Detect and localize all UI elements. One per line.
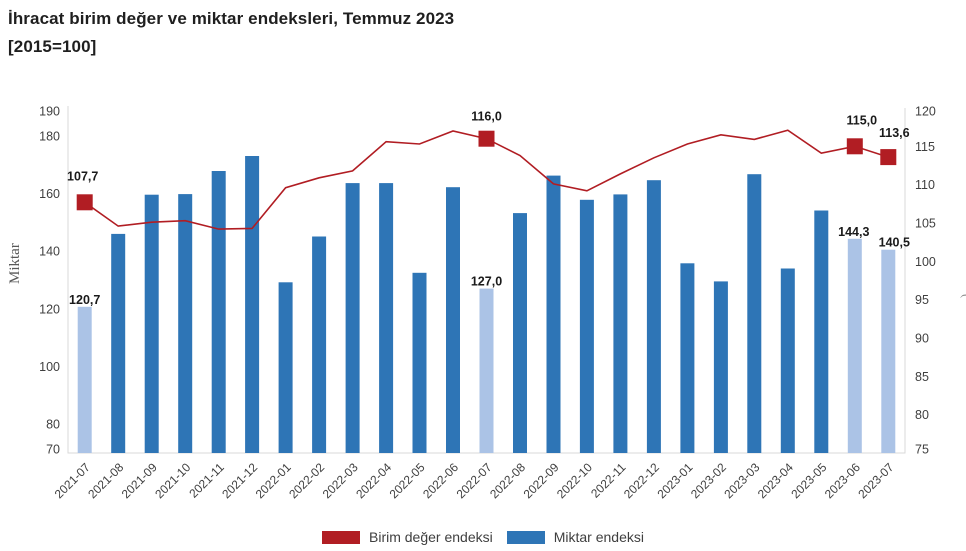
bar-2022-02 (312, 236, 327, 453)
chart-subtitle: [2015=100] (8, 37, 97, 56)
left-axis-tick-140: 140 (39, 245, 60, 259)
x-axis-label-2022-11: 2022-11 (588, 460, 629, 501)
x-axis-label-2021-12: 2021-12 (219, 460, 260, 501)
data-label-bar-2023-06: 144,3 (838, 225, 869, 239)
bar-2021-08 (111, 233, 126, 453)
left-axis-tick-190: 190 (39, 105, 60, 119)
right-axis-tick-95: 95 (915, 293, 929, 307)
x-axis-label-2023-07: 2023-07 (855, 460, 896, 501)
line-marker-2023-06 (846, 138, 863, 155)
right-axis-tick-120: 120 (915, 105, 936, 119)
x-axis-label-2023-01: 2023-01 (654, 460, 695, 501)
x-axis-label-2023-02: 2023-02 (688, 460, 729, 501)
bar-2022-04 (379, 183, 394, 453)
x-axis-label-2022-10: 2022-10 (554, 460, 595, 501)
legend-label-birim-deger-endeksi: Birim değer endeksi (369, 529, 493, 545)
left-axis-tick-100: 100 (39, 360, 60, 374)
line-marker-2021-07 (76, 194, 93, 211)
x-axis-label-2021-07: 2021-07 (52, 460, 93, 501)
line-marker-2022-07 (478, 130, 495, 147)
left-axis-tick-180: 180 (39, 129, 60, 143)
data-label-line-2023-06: 115,0 (847, 113, 878, 127)
bar-2023-02 (713, 281, 728, 453)
bar-2021-10 (178, 194, 193, 453)
bar-2021-07 (77, 306, 92, 453)
bar-2023-04 (780, 268, 795, 453)
line-marker-2023-07 (880, 149, 897, 166)
left-axis-tick-160: 160 (39, 187, 60, 201)
right-axis-title-clipped-glyph: ( (959, 294, 966, 298)
right-axis-tick-85: 85 (915, 370, 929, 384)
x-axis-label-2022-04: 2022-04 (353, 460, 394, 501)
chart-title-line1: İhracat birim değer ve miktar endeksleri… (8, 9, 455, 28)
right-axis-tick-80: 80 (915, 408, 929, 422)
x-axis-label-2022-09: 2022-09 (521, 460, 562, 501)
bar-2022-08 (513, 213, 527, 453)
data-label-line-2021-07: 107,7 (67, 169, 98, 183)
right-axis-tick-110: 110 (915, 178, 935, 192)
right-axis-tick-115: 115 (915, 140, 935, 154)
x-axis-label-2022-01: 2022-01 (253, 460, 294, 501)
data-label-bar-2021-07: 120,7 (69, 293, 100, 307)
left-axis-tick-80: 80 (46, 418, 60, 432)
bar-2022-06 (446, 187, 460, 453)
bar-2022-11 (613, 194, 628, 453)
x-axis-label-2021-09: 2021-09 (119, 460, 160, 501)
x-axis-label-2022-07: 2022-07 (454, 460, 495, 501)
bar-2022-09 (546, 175, 561, 453)
bar-2021-11 (211, 171, 226, 453)
bar-2022-01 (278, 282, 293, 453)
left-axis-tick-120: 120 (39, 302, 60, 316)
bar-2022-03 (345, 183, 360, 453)
bar-2021-09 (144, 194, 159, 453)
x-axis-label-2023-03: 2023-03 (721, 460, 762, 501)
x-axis-label-2022-12: 2022-12 (621, 460, 662, 501)
bar-2022-05 (412, 272, 427, 453)
data-label-line-2023-07: 113,6 (879, 126, 910, 140)
x-axis-label-2023-05: 2023-05 (788, 460, 829, 501)
legend: Birim değer endeksi Miktar endeksi (0, 529, 966, 545)
legend-item-miktar: Miktar endeksi (506, 529, 644, 545)
bar-2023-03 (747, 174, 762, 453)
data-label-bar-2023-07: 140,5 (879, 236, 910, 250)
bar-2022-12 (646, 180, 661, 453)
x-axis-label-2022-02: 2022-02 (286, 460, 327, 501)
x-axis-label-2022-03: 2022-03 (320, 460, 361, 501)
x-axis-label-2021-08: 2021-08 (85, 460, 126, 501)
chart-title: İhracat birim değer ve miktar endeksleri… (8, 5, 454, 61)
data-label-line-2022-07: 116,0 (471, 110, 502, 124)
right-axis-tick-105: 105 (915, 217, 936, 231)
x-axis-label-2022-06: 2022-06 (420, 460, 461, 501)
bar-2023-07 (881, 249, 896, 453)
bar-2022-07 (479, 288, 494, 453)
legend-swatch-birim-deger-endeksi (322, 530, 360, 544)
x-axis-label-2021-11: 2021-11 (186, 460, 227, 501)
right-axis-tick-100: 100 (915, 255, 936, 269)
right-axis-tick-90: 90 (915, 332, 929, 346)
bar-2023-05 (814, 210, 829, 453)
x-axis-label-2021-10: 2021-10 (152, 460, 193, 501)
legend-swatch-miktar-endeksi (506, 530, 545, 544)
data-label-bar-2022-07: 127,0 (471, 275, 502, 289)
bar-2022-10 (579, 199, 594, 453)
x-axis-label-2023-06: 2023-06 (822, 460, 863, 501)
x-axis-label-2023-04: 2023-04 (755, 460, 796, 501)
right-axis-tick-75: 75 (915, 443, 929, 457)
bar-2021-12 (245, 156, 260, 453)
x-axis-label-2022-05: 2022-05 (387, 460, 428, 501)
legend-label-miktar-endeksi: Miktar endeksi (553, 529, 644, 545)
bar-2023-01 (680, 263, 695, 453)
left-axis-tick-70: 70 (46, 443, 60, 457)
bar-2023-06 (847, 238, 862, 453)
legend-item-birim-deger: Birim değer endeksi (322, 529, 493, 545)
x-axis-label-2022-08: 2022-08 (487, 460, 528, 501)
